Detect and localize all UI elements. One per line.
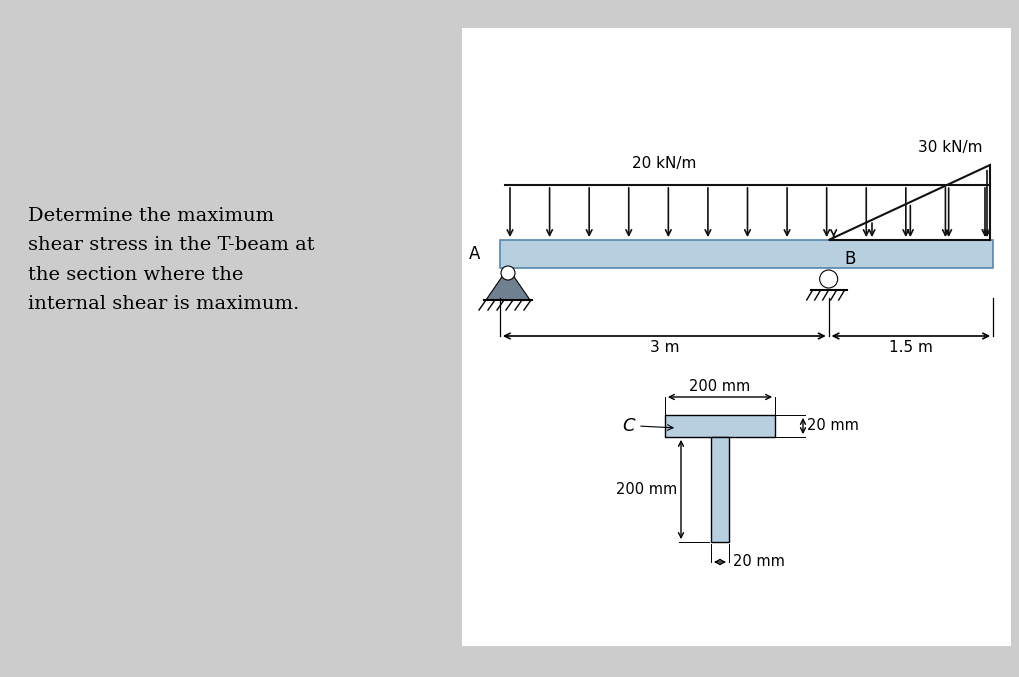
Circle shape xyxy=(819,270,838,288)
Bar xyxy=(500,240,993,268)
Bar xyxy=(711,437,729,542)
Text: B: B xyxy=(845,250,856,268)
Bar xyxy=(462,28,1011,646)
Text: A: A xyxy=(469,245,480,263)
Polygon shape xyxy=(486,268,530,300)
Bar xyxy=(665,415,775,437)
Text: 30 kN/m: 30 kN/m xyxy=(918,140,983,155)
Text: 1.5 m: 1.5 m xyxy=(889,340,932,355)
Circle shape xyxy=(501,266,515,280)
Text: 20 kN/m: 20 kN/m xyxy=(632,156,697,171)
Text: 200 mm: 200 mm xyxy=(690,379,751,394)
Text: 20 mm: 20 mm xyxy=(807,418,859,433)
Text: 200 mm: 200 mm xyxy=(615,482,677,497)
Text: 20 mm: 20 mm xyxy=(733,554,785,569)
Text: 3 m: 3 m xyxy=(649,340,679,355)
Text: Determine the maximum
shear stress in the T-beam at
the section where the
intern: Determine the maximum shear stress in th… xyxy=(28,207,315,313)
Text: C: C xyxy=(623,417,635,435)
